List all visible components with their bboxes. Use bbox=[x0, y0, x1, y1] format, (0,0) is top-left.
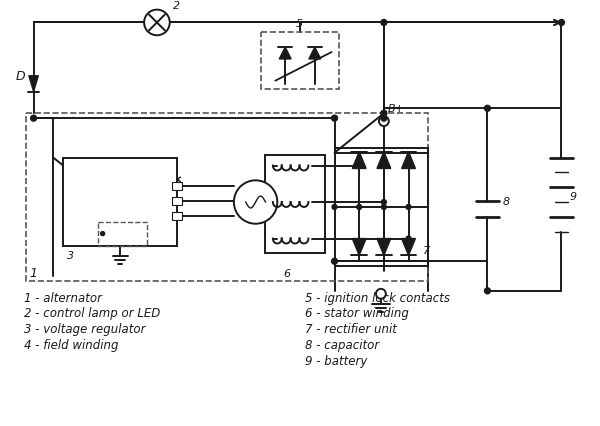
Text: W: W bbox=[91, 166, 100, 176]
Text: 3 - voltage regulator: 3 - voltage regulator bbox=[24, 322, 145, 336]
Circle shape bbox=[332, 116, 337, 122]
Circle shape bbox=[485, 106, 490, 112]
Circle shape bbox=[381, 20, 387, 26]
Polygon shape bbox=[377, 153, 391, 169]
Polygon shape bbox=[309, 48, 321, 60]
Bar bbox=[172, 213, 182, 220]
Text: D: D bbox=[69, 195, 77, 204]
Text: 5 - ignition lock contacts: 5 - ignition lock contacts bbox=[305, 291, 450, 304]
Text: 8 - capacitor: 8 - capacitor bbox=[305, 338, 379, 351]
Text: 4 - field winding: 4 - field winding bbox=[24, 338, 118, 351]
Circle shape bbox=[144, 11, 170, 36]
Text: 9 - battery: 9 - battery bbox=[305, 354, 367, 367]
Text: 6: 6 bbox=[283, 268, 290, 278]
Circle shape bbox=[381, 116, 387, 122]
Bar bbox=[335, 148, 428, 267]
Circle shape bbox=[406, 205, 411, 210]
Polygon shape bbox=[352, 153, 366, 169]
Circle shape bbox=[332, 205, 337, 210]
Text: 7: 7 bbox=[424, 246, 430, 256]
Bar bbox=[172, 183, 182, 191]
Circle shape bbox=[382, 205, 386, 210]
Text: 5: 5 bbox=[296, 19, 303, 29]
Circle shape bbox=[376, 289, 386, 299]
Text: 8: 8 bbox=[502, 196, 509, 207]
Circle shape bbox=[406, 236, 411, 242]
Text: DF: DF bbox=[122, 166, 136, 176]
Text: 1: 1 bbox=[29, 266, 38, 279]
Text: 9: 9 bbox=[569, 192, 577, 201]
Circle shape bbox=[31, 116, 37, 122]
Circle shape bbox=[234, 181, 277, 224]
Text: B+: B+ bbox=[67, 166, 82, 176]
Text: 2: 2 bbox=[173, 1, 180, 11]
Circle shape bbox=[382, 200, 386, 205]
Circle shape bbox=[332, 259, 337, 265]
Text: 3: 3 bbox=[67, 250, 74, 261]
Text: B+: B+ bbox=[388, 104, 405, 114]
Polygon shape bbox=[401, 239, 415, 256]
Bar bbox=[63, 158, 176, 247]
Bar bbox=[265, 155, 325, 254]
Text: 4: 4 bbox=[118, 180, 125, 190]
Polygon shape bbox=[401, 153, 415, 169]
Polygon shape bbox=[279, 48, 291, 60]
Circle shape bbox=[357, 205, 362, 210]
Circle shape bbox=[101, 232, 104, 236]
Text: D: D bbox=[16, 69, 25, 83]
Bar bbox=[260, 33, 340, 89]
Polygon shape bbox=[352, 239, 366, 256]
Circle shape bbox=[379, 117, 389, 127]
Text: 2 - control lamp or LED: 2 - control lamp or LED bbox=[24, 307, 160, 320]
Text: M: M bbox=[106, 234, 114, 244]
Circle shape bbox=[485, 288, 490, 294]
Polygon shape bbox=[377, 239, 391, 256]
Circle shape bbox=[381, 111, 387, 117]
Circle shape bbox=[559, 20, 565, 26]
Text: 1 - alternator: 1 - alternator bbox=[24, 291, 102, 304]
Bar bbox=[172, 198, 182, 205]
Text: 7 - rectifier unit: 7 - rectifier unit bbox=[305, 322, 397, 336]
Text: 6 - stator winding: 6 - stator winding bbox=[305, 307, 409, 320]
Polygon shape bbox=[29, 77, 38, 92]
Bar bbox=[98, 222, 147, 247]
Bar bbox=[26, 114, 428, 281]
